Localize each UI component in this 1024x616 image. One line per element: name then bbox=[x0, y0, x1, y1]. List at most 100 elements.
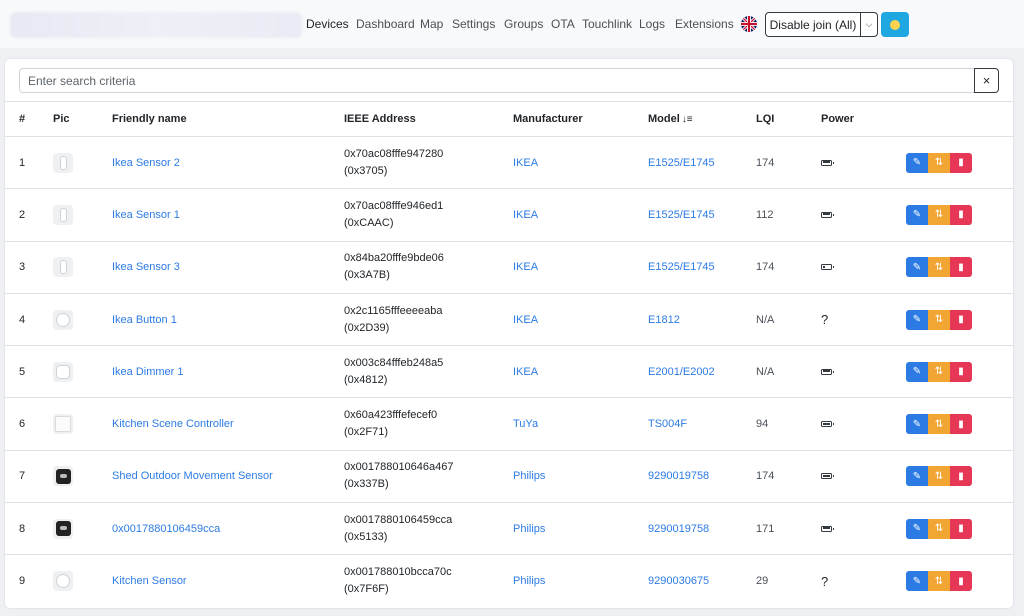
header-manufacturer[interactable]: Manufacturer bbox=[513, 101, 648, 137]
model-cell: 9290030675 bbox=[648, 555, 756, 607]
header-power[interactable]: Power bbox=[821, 101, 906, 137]
friendly-name-link[interactable]: Ikea Sensor 2 bbox=[112, 156, 180, 169]
nav-dashboard[interactable]: Dashboard bbox=[356, 17, 415, 31]
rename-button[interactable]: ⇅ bbox=[928, 257, 950, 278]
manufacturer-link[interactable]: IKEA bbox=[513, 156, 539, 169]
delete-button[interactable]: ▮ bbox=[950, 361, 972, 382]
model-link[interactable]: 9290030675 bbox=[648, 575, 710, 588]
manufacturer-link[interactable]: TuYa bbox=[513, 418, 539, 431]
header-ieee[interactable]: IEEE Address bbox=[344, 101, 513, 137]
edit-button[interactable]: ✎ bbox=[906, 309, 928, 330]
friendly-name-link[interactable]: Ikea Button 1 bbox=[112, 313, 177, 326]
manufacturer-link[interactable]: IKEA bbox=[513, 313, 539, 326]
model-link[interactable]: E2001/E2002 bbox=[648, 365, 715, 378]
model-link[interactable]: TS004F bbox=[648, 418, 688, 431]
nav-settings[interactable]: Settings bbox=[452, 17, 496, 31]
nav-map[interactable]: Map bbox=[420, 17, 444, 31]
manufacturer-link[interactable]: IKEA bbox=[513, 365, 539, 378]
rename-button[interactable]: ⇅ bbox=[928, 466, 950, 487]
nav-ota[interactable]: OTA bbox=[551, 17, 575, 31]
ieee-address-cell: 0x001788010646a467 (0x337B) bbox=[344, 450, 513, 504]
friendly-name-link[interactable]: Ikea Sensor 1 bbox=[112, 208, 180, 221]
manufacturer-cell: TuYa bbox=[513, 397, 648, 451]
edit-button[interactable]: ✎ bbox=[906, 152, 928, 173]
clear-search-button[interactable]: × bbox=[974, 68, 999, 93]
power-cell bbox=[821, 241, 906, 294]
header-actions bbox=[906, 101, 1013, 137]
model-link[interactable]: E1525/E1745 bbox=[648, 156, 715, 169]
search-input[interactable] bbox=[19, 68, 975, 93]
friendly-name-link[interactable]: Shed Outdoor Movement Sensor bbox=[112, 470, 273, 483]
rename-button[interactable]: ⇅ bbox=[928, 152, 950, 173]
rename-button[interactable]: ⇅ bbox=[928, 414, 950, 435]
delete-button[interactable]: ▮ bbox=[950, 466, 972, 487]
join-dropdown-toggle[interactable]: ⌵ bbox=[860, 12, 878, 37]
friendly-name-link[interactable]: 0x0017880106459cca bbox=[112, 522, 221, 535]
rename-button[interactable]: ⇅ bbox=[928, 309, 950, 330]
manufacturer-link[interactable]: IKEA bbox=[513, 261, 539, 274]
device-image[interactable] bbox=[53, 361, 73, 382]
device-image[interactable] bbox=[53, 152, 73, 173]
nav-devices[interactable]: Devices bbox=[306, 17, 349, 31]
device-image[interactable] bbox=[53, 204, 73, 225]
disable-join-button[interactable]: Disable join (All) bbox=[765, 12, 861, 37]
edit-button[interactable]: ✎ bbox=[906, 571, 928, 592]
nav-extensions[interactable]: Extensions bbox=[675, 17, 734, 31]
friendly-name-link[interactable]: Kitchen Sensor bbox=[112, 575, 187, 588]
theme-button[interactable] bbox=[881, 12, 909, 37]
friendly-name-link[interactable]: Ikea Dimmer 1 bbox=[112, 365, 184, 378]
edit-button[interactable]: ✎ bbox=[906, 361, 928, 382]
manufacturer-link[interactable]: Philips bbox=[513, 575, 546, 588]
rename-button[interactable]: ⇅ bbox=[928, 518, 950, 539]
model-link[interactable]: 9290019758 bbox=[648, 522, 710, 535]
header-lqi[interactable]: LQI bbox=[756, 101, 821, 137]
model-link[interactable]: E1525/E1745 bbox=[648, 261, 715, 274]
manufacturer-cell: IKEA bbox=[513, 136, 648, 190]
edit-button[interactable]: ✎ bbox=[906, 257, 928, 278]
friendly-name-cell: Kitchen Sensor bbox=[112, 555, 344, 607]
manufacturer-link[interactable]: Philips bbox=[513, 522, 546, 535]
model-link[interactable]: 9290019758 bbox=[648, 470, 710, 483]
row-number: 3 bbox=[5, 241, 53, 294]
friendly-name-link[interactable]: Ikea Sensor 3 bbox=[112, 261, 180, 274]
delete-button[interactable]: ▮ bbox=[950, 414, 972, 435]
actions-cell: ✎ ⇅ ▮ bbox=[906, 188, 1013, 242]
delete-button[interactable]: ▮ bbox=[950, 518, 972, 539]
device-image[interactable] bbox=[53, 414, 73, 435]
chevron-down-icon: ⌵ bbox=[865, 19, 873, 29]
edit-button[interactable]: ✎ bbox=[906, 414, 928, 435]
device-image[interactable] bbox=[53, 466, 73, 487]
device-image[interactable] bbox=[53, 571, 73, 592]
header-pic[interactable]: Pic bbox=[53, 101, 112, 137]
ieee-address-cell: 0x70ac08fffe946ed1 (0xCAAC) bbox=[344, 188, 513, 242]
edit-button[interactable]: ✎ bbox=[906, 518, 928, 539]
device-image[interactable] bbox=[53, 309, 73, 330]
nav-groups[interactable]: Groups bbox=[504, 17, 544, 31]
model-link[interactable]: E1812 bbox=[648, 313, 680, 326]
nav-touchlink[interactable]: Touchlink bbox=[582, 17, 633, 31]
brand-logo[interactable] bbox=[10, 12, 302, 38]
manufacturer-link[interactable]: Philips bbox=[513, 470, 546, 483]
rename-button[interactable]: ⇅ bbox=[928, 571, 950, 592]
rename-button[interactable]: ⇅ bbox=[928, 361, 950, 382]
delete-button[interactable]: ▮ bbox=[950, 204, 972, 225]
delete-button[interactable]: ▮ bbox=[950, 152, 972, 173]
uk-flag-icon[interactable] bbox=[741, 16, 757, 32]
delete-button[interactable]: ▮ bbox=[950, 309, 972, 330]
nav-logs[interactable]: Logs bbox=[639, 17, 666, 31]
device-image[interactable] bbox=[53, 518, 73, 539]
header-num[interactable]: # bbox=[5, 101, 53, 137]
edit-button[interactable]: ✎ bbox=[906, 204, 928, 225]
network-address: (0x3705) bbox=[344, 164, 388, 177]
manufacturer-link[interactable]: IKEA bbox=[513, 208, 539, 221]
model-link[interactable]: E1525/E1745 bbox=[648, 208, 715, 221]
rename-button[interactable]: ⇅ bbox=[928, 204, 950, 225]
delete-button[interactable]: ▮ bbox=[950, 257, 972, 278]
table-row: 4 Ikea Button 1 0x2c1165fffeeeeaba (0x2D39)… bbox=[5, 293, 1013, 347]
header-model[interactable]: Model ↓≡ bbox=[648, 101, 756, 137]
device-image[interactable] bbox=[53, 257, 73, 278]
edit-button[interactable]: ✎ bbox=[906, 466, 928, 487]
friendly-name-link[interactable]: Kitchen Scene Controller bbox=[112, 418, 234, 431]
header-name[interactable]: Friendly name bbox=[112, 101, 344, 137]
delete-button[interactable]: ▮ bbox=[950, 571, 972, 592]
